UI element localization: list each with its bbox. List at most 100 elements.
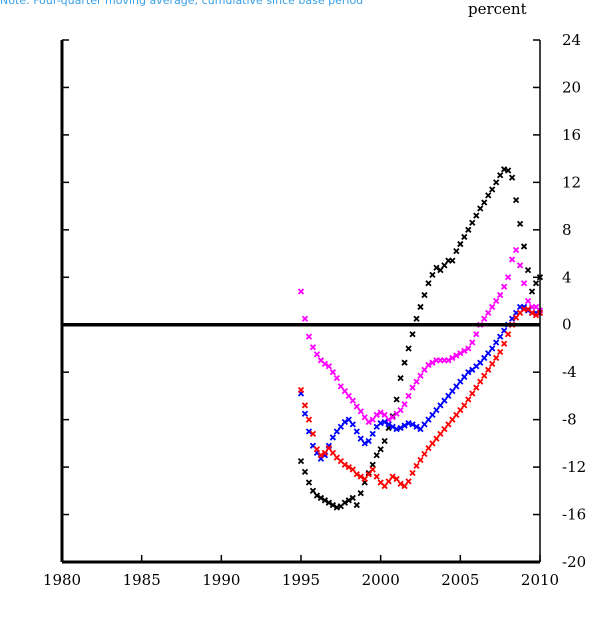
data-point	[297, 386, 305, 394]
data-point	[497, 172, 504, 179]
data-point	[369, 416, 376, 423]
data-point	[305, 479, 313, 486]
data-point	[516, 220, 524, 228]
data-point	[413, 378, 420, 385]
data-point	[325, 499, 333, 506]
data-point	[389, 473, 396, 480]
data-point	[333, 374, 340, 382]
data-point	[401, 359, 408, 366]
data-point	[425, 280, 432, 287]
data-point	[397, 480, 404, 487]
data-point	[321, 497, 329, 504]
data-point	[489, 345, 496, 352]
data-point	[401, 401, 408, 408]
y-tick-label: -4	[562, 363, 577, 381]
data-point	[349, 494, 356, 502]
y-tick-label: 16	[562, 126, 581, 144]
data-point	[401, 422, 408, 429]
data-point	[449, 388, 456, 395]
data-point	[333, 428, 340, 435]
data-point	[341, 418, 348, 426]
y-tick-label: -20	[562, 553, 586, 571]
chart-caption: Note: Four-quarter moving average; cumul…	[0, 0, 364, 7]
x-tick-label: 2000	[362, 571, 400, 589]
data-point	[493, 354, 500, 362]
data-point	[361, 414, 368, 421]
data-point	[353, 471, 360, 478]
x-tick-label: 2010	[521, 571, 559, 589]
data-point	[301, 315, 309, 322]
data-point	[369, 430, 376, 438]
data-point	[465, 396, 472, 403]
data-point	[349, 397, 356, 404]
data-point	[309, 344, 317, 351]
data-point	[397, 407, 404, 414]
data-point	[341, 461, 348, 468]
data-point	[361, 440, 368, 447]
data-point	[377, 446, 384, 453]
data-point	[301, 468, 309, 475]
data-point	[485, 192, 492, 199]
y-tick-label: 8	[562, 221, 572, 239]
data-point	[465, 345, 472, 352]
data-point	[405, 478, 412, 485]
data-point	[481, 315, 488, 322]
data-point	[409, 421, 416, 428]
data-point	[485, 350, 492, 357]
data-point	[473, 384, 480, 391]
data-point	[477, 205, 484, 212]
data-point	[429, 411, 436, 419]
data-point	[441, 262, 448, 269]
y-tick-label: 4	[562, 268, 572, 286]
data-point	[369, 461, 376, 468]
data-point	[453, 352, 460, 359]
data-point	[349, 466, 356, 473]
data-point	[469, 339, 476, 346]
data-point	[508, 174, 516, 181]
data-point	[429, 271, 436, 279]
data-point	[501, 283, 508, 290]
data-point	[421, 450, 428, 458]
data-point	[461, 233, 468, 241]
data-point	[520, 243, 528, 250]
data-point	[485, 366, 492, 373]
data-point	[441, 397, 448, 404]
data-point	[417, 372, 424, 379]
x-tick-label: 1985	[123, 571, 161, 589]
data-point	[309, 487, 317, 494]
data-point	[489, 360, 496, 368]
y-tick-label: -16	[562, 506, 586, 524]
data-point	[457, 240, 464, 248]
data-point	[520, 280, 528, 287]
data-point	[333, 504, 340, 511]
data-point	[357, 408, 364, 415]
chart-axes: 24 20 16 12 8 4 0 -4 -8 -12 -16 -20 1980 1985 1990 1995…	[43, 31, 586, 589]
data-point	[305, 416, 313, 423]
data-point	[477, 359, 484, 366]
data-point	[369, 466, 376, 473]
data-point	[393, 475, 400, 483]
data-point	[321, 360, 329, 368]
data-point	[321, 449, 329, 456]
data-point	[504, 167, 512, 174]
data-point	[329, 501, 337, 509]
data-point	[417, 303, 424, 311]
data-point	[401, 482, 408, 490]
y-tick-label: 12	[562, 173, 581, 191]
data-point	[512, 197, 520, 204]
data-point	[377, 420, 384, 427]
data-point	[524, 267, 532, 274]
data-point	[305, 333, 313, 340]
data-point	[297, 458, 305, 465]
data-point	[297, 288, 305, 295]
data-point	[361, 475, 368, 483]
data-point	[501, 340, 508, 347]
data-point	[481, 199, 488, 206]
data-point	[409, 331, 416, 338]
data-point	[532, 280, 540, 287]
y-tick-label: -8	[562, 411, 577, 429]
data-point	[393, 396, 400, 403]
data-point	[365, 418, 372, 426]
y-tick-label: 0	[562, 316, 572, 334]
